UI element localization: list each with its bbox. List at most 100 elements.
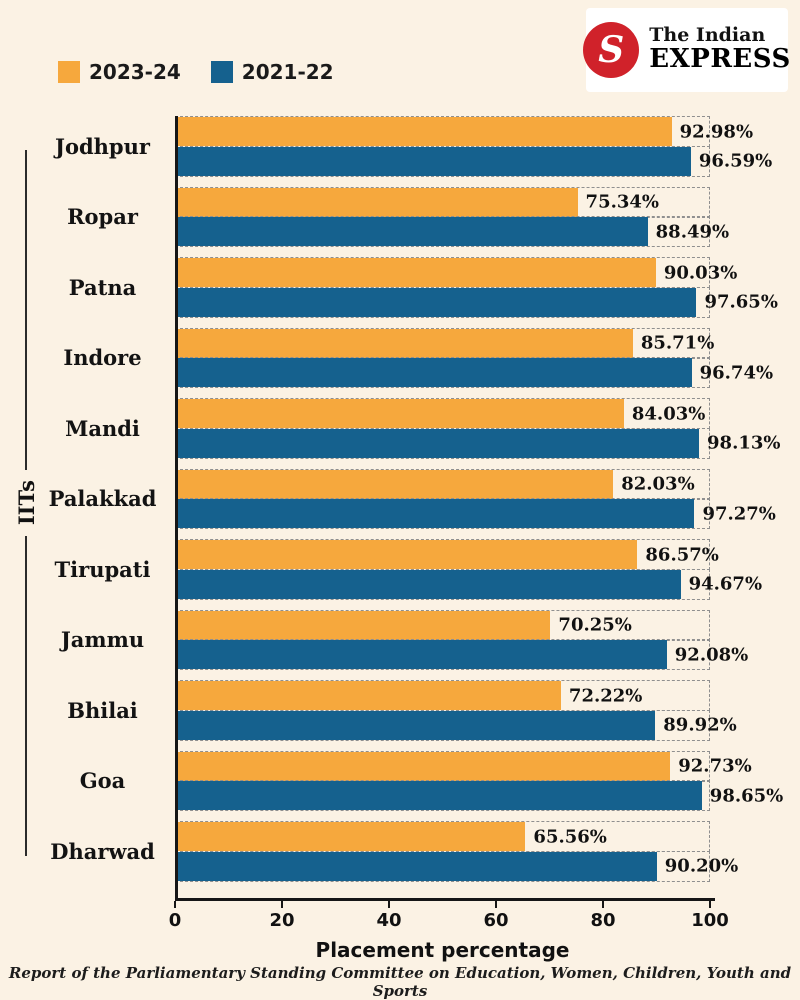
chart-rows: Jodhpur 92.98% 96.59% Ropar 75.34% 88.49% Patn… (30, 116, 783, 882)
value-label: 94.67% (688, 573, 763, 595)
bar-2023-24 (176, 187, 578, 217)
bar-track: 85.71% (175, 327, 714, 359)
legend-item: 2021-22 (210, 60, 334, 84)
category-label: Jammu (60, 627, 145, 653)
bar-track: 82.03% (175, 468, 710, 500)
bar-2021-22 (176, 217, 648, 246)
value-label: 92.08% (674, 644, 749, 665)
value-label: 88.49% (655, 221, 730, 242)
value-label: 98.13% (707, 432, 781, 454)
legend-swatch (58, 61, 80, 83)
chart-group: Indore 85.71% 96.74% (30, 327, 773, 388)
bar-2021-22 (176, 851, 657, 881)
bar-2021-22 (176, 710, 656, 740)
x-tick-label: 0 (168, 910, 182, 931)
bar-pair: 75.34% 88.49% (175, 186, 729, 247)
bar-track: 88.49% (175, 216, 729, 247)
bar-pair: 72.22% 89.92% (175, 680, 737, 741)
bar-pair: 86.57% 94.67% (175, 539, 762, 600)
value-label: 75.34% (585, 191, 660, 213)
category-label: Dharwad (50, 838, 155, 864)
bar-track: 97.65% (175, 286, 778, 318)
value-label: 97.27% (702, 503, 776, 524)
bar-track: 92.73% (175, 750, 752, 782)
x-tick-mark (281, 901, 283, 908)
bar-track: 94.67% (175, 568, 762, 600)
legend-label: 2021-22 (241, 60, 334, 84)
value-label: 96.74% (699, 362, 774, 383)
indian-express-logo: S The Indian EXPRESS (583, 8, 791, 92)
category-label: Tirupati (54, 556, 151, 582)
bar-2023-24 (176, 258, 656, 287)
chart-group: Dharwad 65.56% 90.20% (30, 821, 738, 882)
indian-express-mark-icon: S (583, 22, 640, 78)
bar-2021-22 (176, 569, 681, 599)
value-label: 70.25% (558, 614, 632, 636)
y-axis-line (175, 116, 178, 898)
value-label: 85.71% (640, 332, 715, 354)
bar-2023-24 (176, 751, 671, 781)
x-axis-ticks: 0 20 40 60 80 100 (169, 901, 729, 935)
logo-line1: The Indian (649, 24, 766, 47)
y-axis-bracket-line (25, 150, 27, 471)
legend-item: 2023-24 (58, 60, 181, 84)
bar-track: 97.27% (175, 498, 776, 529)
bar-2023-24 (176, 117, 672, 146)
bar-track: 92.98% (175, 116, 753, 147)
bar-pair: 85.71% 96.74% (175, 327, 773, 388)
bar-2023-24 (176, 681, 561, 710)
bar-pair: 90.03% 97.65% (175, 257, 778, 318)
chart-group: Palakkad 82.03% 97.27% (30, 468, 776, 529)
value-label: 90.20% (664, 855, 739, 877)
value-label: 86.57% (645, 544, 719, 565)
category-label: Indore (63, 345, 142, 371)
bar-track: 89.92% (175, 709, 737, 741)
value-label: 98.65% (709, 785, 784, 806)
value-label: 65.56% (533, 826, 607, 847)
bar-track: 86.57% (175, 539, 719, 570)
category-label: Jodhpur (55, 133, 150, 159)
value-label: 97.65% (704, 291, 778, 313)
chart-group: Patna 90.03% 97.65% (30, 257, 778, 318)
bar-pair: 92.98% 96.59% (175, 116, 772, 177)
logo-text: The Indian EXPRESS (649, 24, 791, 75)
value-label: 92.98% (679, 121, 754, 142)
bar-2023-24 (176, 399, 624, 428)
category-label: Mandi (65, 415, 140, 441)
legend-swatch (210, 61, 233, 83)
bar-2021-22 (176, 781, 702, 810)
value-label: 90.03% (663, 262, 738, 283)
x-tick-label: 20 (269, 910, 295, 931)
value-label: 72.22% (568, 685, 643, 706)
x-tick-mark (602, 901, 604, 908)
value-label: 82.03% (621, 473, 695, 495)
bar-2021-22 (176, 146, 691, 176)
source-note: Report of the Parliamentary Standing Com… (8, 964, 792, 1000)
bar-2023-24 (176, 469, 614, 499)
bar-track: 96.74% (175, 357, 773, 388)
legend-label: 2023-24 (89, 60, 181, 84)
category-label: Goa (79, 768, 126, 794)
chart-group: Bhilai 72.22% 89.92% (30, 680, 737, 741)
bar-track: 75.34% (175, 186, 710, 218)
x-axis-label: Placement percentage (315, 938, 570, 962)
x-tick-mark (495, 901, 497, 908)
chart-group: Mandi 84.03% 98.13% (30, 398, 781, 459)
y-axis-bracket-line (25, 535, 27, 857)
x-tick-label: 40 (376, 910, 402, 931)
chart-group: Ropar 75.34% 88.49% (30, 186, 729, 247)
category-label: Patna (68, 274, 137, 300)
x-tick-label: 100 (691, 910, 729, 931)
bar-2021-22 (176, 287, 697, 317)
x-tick-mark (709, 901, 711, 908)
bar-2021-22 (176, 499, 695, 528)
logo-line2: EXPRESS (649, 44, 791, 75)
x-tick-mark (388, 901, 390, 908)
y-axis-title: IITs (14, 150, 39, 857)
bar-pair: 65.56% 90.20% (175, 821, 738, 882)
bar-2021-22 (176, 358, 692, 387)
value-label: 84.03% (631, 403, 706, 424)
chart-group: Goa 92.73% 98.65% (30, 750, 783, 811)
bar-2023-24 (176, 822, 526, 851)
